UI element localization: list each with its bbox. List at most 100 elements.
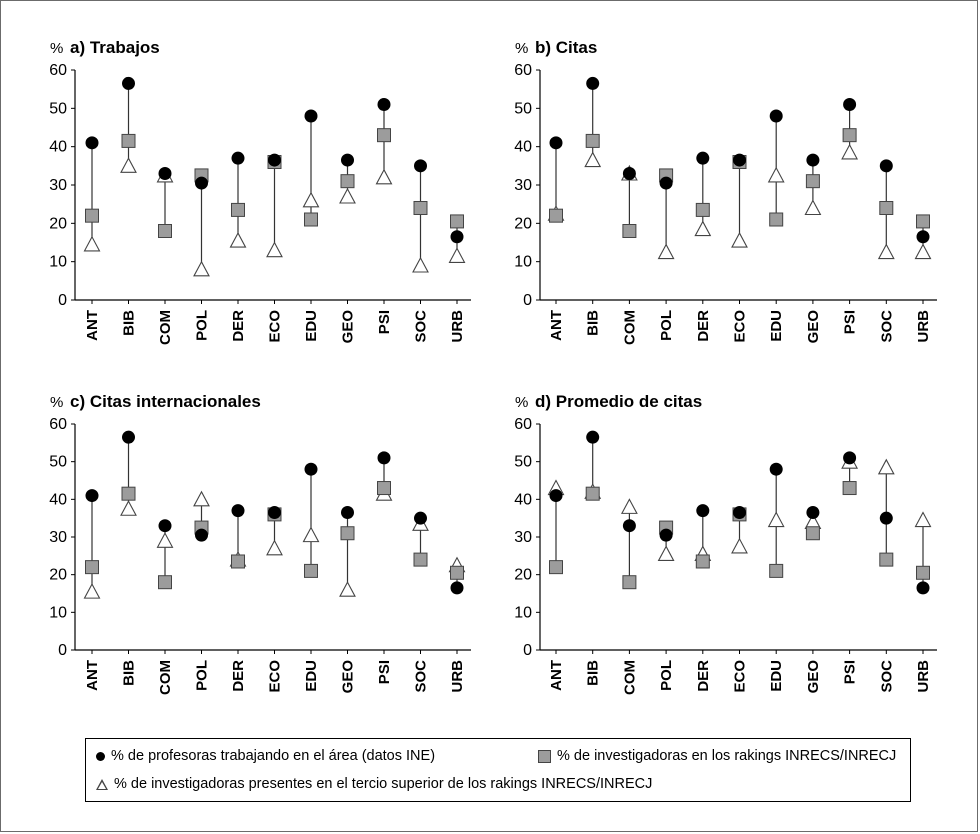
x-tick-label: GEO xyxy=(805,310,822,344)
x-tick-label: PSI xyxy=(842,660,859,684)
point-square xyxy=(450,565,464,580)
x-tick-label: SOC xyxy=(413,660,430,693)
panel-b-citas: % b) Citas 0 10 20 30 40 50 60 ANT BIB COM POL DER ECO… xyxy=(514,38,937,345)
chart-title: b) Citas xyxy=(535,38,597,57)
point-circle xyxy=(304,462,318,476)
x-tick-label: GEO xyxy=(805,660,822,694)
y-tick-label: 40 xyxy=(514,491,532,508)
legend-row-top-right: % de investigadoras en los rakings INREC… xyxy=(538,745,896,767)
point-triangle xyxy=(193,260,210,277)
x-tick-label: PSI xyxy=(376,310,393,334)
point-square xyxy=(377,128,391,143)
point-triangle xyxy=(120,157,137,173)
point-circle xyxy=(586,430,600,444)
point-square xyxy=(85,208,99,223)
x-tick-label: GEO xyxy=(340,310,357,344)
point-circle xyxy=(341,153,354,167)
y-tick-label: 50 xyxy=(49,100,67,117)
point-square xyxy=(231,202,245,217)
point-square xyxy=(622,224,637,238)
y-unit-label: % xyxy=(515,394,528,411)
point-circle xyxy=(341,506,354,520)
y-tick-label: 0 xyxy=(523,292,532,309)
y-unit-label: % xyxy=(50,394,63,411)
point-square xyxy=(231,554,245,569)
point-circle xyxy=(622,519,636,533)
point-circle xyxy=(195,528,208,542)
point-square xyxy=(585,486,600,501)
x-tick-label: BIB xyxy=(585,660,602,686)
legend-box: % de profesoras trabajando en el área (d… xyxy=(85,738,911,802)
point-triangle xyxy=(620,498,638,514)
x-tick-label: ANT xyxy=(84,310,101,341)
y-tick-label: 60 xyxy=(49,416,67,433)
point-square xyxy=(304,212,318,227)
x-tick-label: DER xyxy=(230,660,247,692)
point-square xyxy=(695,554,710,569)
point-square xyxy=(805,526,820,541)
point-square xyxy=(805,174,820,189)
point-circle xyxy=(268,153,281,167)
x-tick-label: COM xyxy=(621,310,638,345)
point-triangle xyxy=(120,500,137,516)
legend-triangle-marker xyxy=(96,778,108,790)
point-triangle xyxy=(375,168,393,185)
panel-c-citas-internacionales: % c) Citas internacionales 0 10 20 30 40 50 60 AN… xyxy=(49,392,471,695)
legend-row-top: % de profesoras trabajando en el área (d… xyxy=(96,745,435,767)
y-unit-label: % xyxy=(50,40,63,57)
point-square xyxy=(158,575,172,590)
x-tick-label: URB xyxy=(449,660,466,693)
y-tick-label: 50 xyxy=(49,454,67,471)
point-square xyxy=(121,486,136,501)
point-square xyxy=(121,133,136,148)
legend-row-bottom: % de investigadoras presentes en el terc… xyxy=(96,773,652,795)
x-tick-label: ECO xyxy=(267,310,284,343)
point-triangle xyxy=(767,511,785,528)
point-circle xyxy=(549,136,563,150)
point-circle xyxy=(85,136,99,150)
y-tick-label: 20 xyxy=(49,215,67,232)
point-circle xyxy=(377,451,391,465)
point-square xyxy=(549,208,563,223)
point-square xyxy=(695,202,710,217)
point-circle xyxy=(696,151,710,165)
point-square xyxy=(413,552,428,567)
y-tick-label: 20 xyxy=(514,215,532,232)
point-square xyxy=(304,563,318,578)
legend-label-triangle: % de investigadoras presentes en el terc… xyxy=(114,776,653,792)
y-tick-label: 30 xyxy=(514,529,532,546)
point-triangle xyxy=(657,545,675,562)
point-circle xyxy=(843,451,857,465)
point-triangle xyxy=(804,199,822,216)
panel-d-promedio-de-citas: % d) Promedio de citas 0 10 20 30 40 50 60 ANT BIB… xyxy=(514,392,937,695)
y-unit-label: % xyxy=(515,40,528,57)
point-triangle xyxy=(412,256,429,273)
point-square xyxy=(585,133,600,148)
point-triangle xyxy=(339,187,356,204)
y-tick-label: 20 xyxy=(514,567,532,584)
x-tick-label: BIB xyxy=(585,310,602,336)
point-triangle xyxy=(339,581,356,597)
point-triangle xyxy=(914,511,932,528)
x-tick-label: ECO xyxy=(732,310,749,343)
point-circle xyxy=(733,153,746,167)
point-circle xyxy=(158,519,172,533)
legend-label-square: % de investigadoras en los rakings INREC… xyxy=(557,748,897,764)
x-tick-label: URB xyxy=(915,310,932,343)
point-triangle xyxy=(914,243,932,260)
point-triangle xyxy=(767,166,785,183)
point-triangle xyxy=(694,220,712,237)
point-circle xyxy=(231,151,245,165)
point-triangle xyxy=(193,490,210,507)
point-triangle xyxy=(266,539,283,556)
y-tick-label: 30 xyxy=(49,177,67,194)
point-triangle xyxy=(584,151,602,168)
point-triangle xyxy=(657,243,675,260)
y-tick-label: 10 xyxy=(49,254,67,271)
x-tick-label: POL xyxy=(658,660,675,691)
y-tick-label: 30 xyxy=(49,529,67,546)
point-circle xyxy=(916,230,930,244)
x-tick-label: ANT xyxy=(84,660,101,691)
point-square xyxy=(916,214,930,229)
chart-title: d) Promedio de citas xyxy=(535,392,702,411)
